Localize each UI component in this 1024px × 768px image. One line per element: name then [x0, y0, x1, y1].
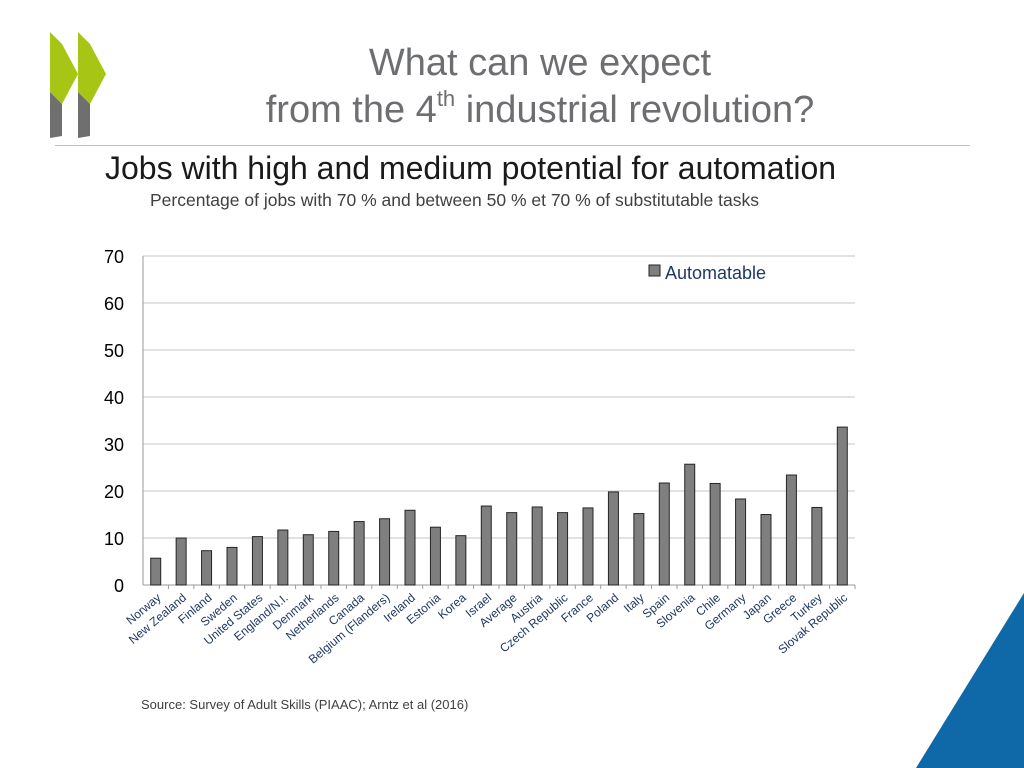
- chart-caption: Percentage of jobs with 70 % and between…: [150, 190, 759, 210]
- bar: [582, 507, 594, 586]
- source-note: Source: Survey of Adult Skills (PIAAC); …: [141, 697, 469, 712]
- oecd-logo: [50, 32, 106, 138]
- bar: [506, 512, 518, 586]
- bar: [557, 512, 569, 586]
- bar: [277, 529, 289, 586]
- bar: [226, 546, 238, 586]
- bar: [607, 491, 619, 586]
- title-line-2-start: from the 4: [265, 89, 437, 131]
- bar: [785, 474, 797, 586]
- slide-title: What can we expect from the 4th industri…: [200, 40, 880, 134]
- y-tick-label: 0: [114, 576, 124, 596]
- y-tick-label: 20: [104, 482, 124, 502]
- bar: [455, 535, 467, 586]
- y-tick-label: 10: [104, 529, 124, 549]
- title-line-2: from the 4th industrial revolution?: [200, 87, 880, 134]
- title-divider: [55, 145, 970, 146]
- bar: [429, 526, 441, 586]
- bar: [684, 463, 696, 586]
- legend-label: Automatable: [665, 263, 766, 283]
- y-tick-label: 60: [104, 294, 124, 314]
- bar: [633, 513, 645, 586]
- bar: [760, 514, 772, 586]
- bar: [353, 521, 365, 586]
- bar: [709, 482, 721, 586]
- bar: [150, 557, 162, 586]
- logo-grey-bar-left: [50, 92, 62, 138]
- bar: [658, 482, 670, 586]
- bar: [735, 498, 747, 586]
- bar: [302, 534, 314, 586]
- title-superscript: th: [436, 86, 456, 111]
- bar: [251, 536, 263, 586]
- bar: [836, 426, 848, 586]
- bar: [175, 537, 187, 586]
- y-tick-label: 40: [104, 388, 124, 408]
- x-tick-label: Korea: [435, 590, 469, 622]
- y-tick-label: 30: [104, 435, 124, 455]
- title-line-1: What can we expect: [368, 42, 712, 84]
- bar: [531, 506, 543, 586]
- bar: [811, 506, 823, 586]
- bar: [328, 530, 340, 586]
- y-tick-label: 70: [104, 247, 124, 267]
- corner-decoration: [916, 593, 1024, 768]
- chart-heading: Jobs with high and medium potential for …: [105, 150, 837, 186]
- bar: [201, 550, 213, 586]
- legend-swatch: [648, 264, 661, 277]
- y-tick-label: 50: [104, 341, 124, 361]
- logo-grey-bar-right: [78, 92, 90, 138]
- bar: [379, 518, 391, 586]
- logo-green-chevron-right: [78, 32, 106, 104]
- logo-green-chevron-left: [50, 32, 78, 104]
- bar: [480, 505, 492, 586]
- title-line-2-end: industrial revolution?: [455, 89, 815, 131]
- bar: [404, 509, 416, 586]
